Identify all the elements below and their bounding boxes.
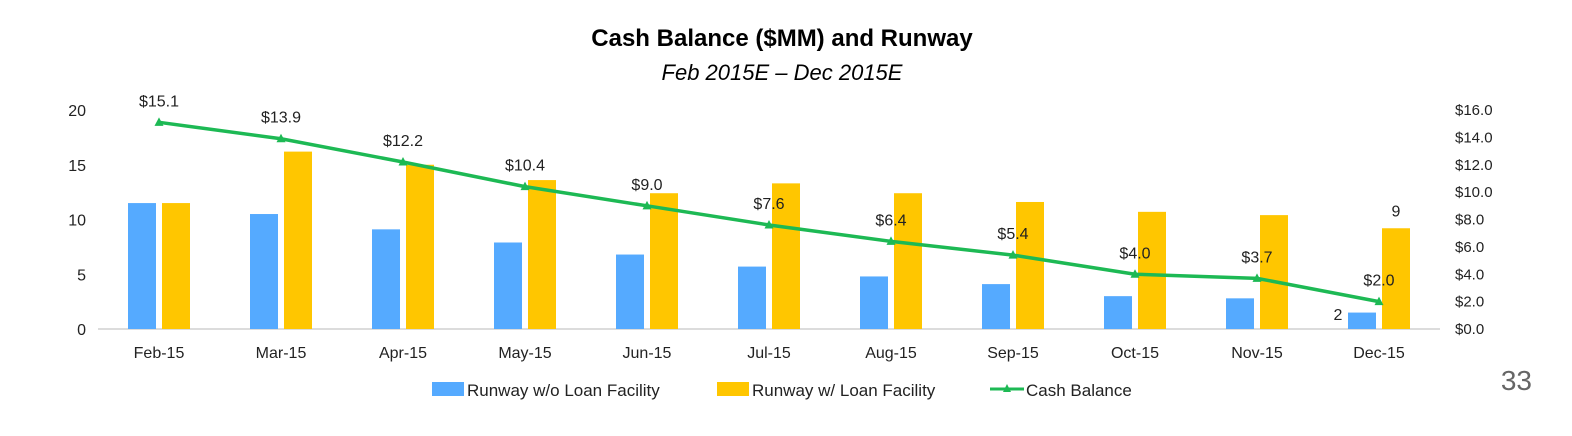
y-right-tick-label: $10.0 [1455,184,1493,201]
bar-runway-with-loan [1260,215,1288,329]
cash-balance-marker [398,157,408,166]
bar-runway-no-loan [250,214,278,329]
legend-swatch-runway-no-loan [432,382,464,396]
y-right-tick-label: $16.0 [1455,102,1493,119]
bar-runway-with-loan [406,164,434,329]
y-left-tick-label: 5 [77,267,86,284]
bar-runway-no-loan [1226,298,1254,329]
bar-data-label: 9 [1392,203,1401,220]
y-left-tick-label: 0 [77,322,86,339]
cash-balance-label: $7.6 [753,196,784,213]
cash-balance-label: $15.1 [139,93,179,110]
cash-balance-label: $4.0 [1119,245,1150,262]
x-tick-label: Jun-15 [623,345,672,362]
y-right-tick-label: $14.0 [1455,129,1493,146]
cash-balance-label: $13.9 [261,110,301,127]
cash-balance-marker [1008,250,1018,259]
y-right-tick-label: $2.0 [1455,294,1484,311]
bar-runway-no-loan [494,242,522,329]
cash-balance-marker [1374,296,1384,306]
y-right-tick-label: $12.0 [1455,157,1493,174]
y-right-tick-label: $6.0 [1455,239,1484,256]
x-tick-label: Nov-15 [1231,345,1283,362]
bar-runway-with-loan [1382,228,1410,329]
cash-balance-series: $15.1 $13.9 $12.2 $10.4 $9.0 $7.6 $6.4 $5.4 $4.0… [139,93,1395,306]
bar-runway-with-loan [894,193,922,329]
cash-balance-label: $5.4 [997,226,1028,243]
chart-subtitle: Feb 2015E – Dec 2015E [662,60,903,85]
x-tick-label: Jul-15 [747,345,791,362]
x-tick-label: Aug-15 [865,345,917,362]
cash-balance-label: $3.7 [1241,249,1272,266]
y-right-tick-label: $4.0 [1455,266,1484,283]
page-number: 33 [1501,365,1532,396]
chart-title: Cash Balance ($MM) and Runway [591,25,973,52]
x-tick-label: Dec-15 [1353,345,1405,362]
cash-balance-marker [520,181,530,191]
bar-runway-with-loan [1016,201,1044,329]
cash-balance-label: $6.4 [875,212,906,229]
cash-balance-marker [1130,269,1140,278]
bar-runway-no-loan [860,276,888,329]
y-axis-left: 0 5 10 15 20 [68,103,86,339]
cash-balance-marker [642,200,652,210]
legend-label-cash-balance: Cash Balance [1026,381,1132,400]
x-tick-label: May-15 [498,345,551,362]
bar-runway-with-loan [650,193,678,329]
cash-balance-label: $2.0 [1363,273,1394,290]
bar-runway-with-loan [162,203,190,329]
cash-balance-label: $9.0 [631,177,662,194]
bar-runway-no-loan [128,203,156,329]
x-tick-label: Apr-15 [379,345,427,362]
y-right-tick-label: $8.0 [1455,212,1484,229]
bar-runway-no-loan [616,254,644,329]
bar-runway-with-loan [1138,211,1166,329]
x-tick-label: Feb-15 [134,345,185,362]
legend-label-runway-with-loan: Runway w/ Loan Facility [752,381,936,400]
legend: Runway w/o Loan Facility Runway w/ Loan F… [432,381,1132,400]
cash-balance-marker [1252,273,1262,282]
legend-swatch-runway-with-loan [717,382,749,396]
y-axis-right: $0.0 $2.0 $4.0 $6.0 $8.0 $10.0 $12.0 $14.0 $16.0 [1455,102,1493,338]
bar-runway-with-loan [284,151,312,329]
x-tick-label: Sep-15 [987,345,1039,362]
bar-runway-no-loan [1348,312,1376,329]
cash-balance-marker [764,219,774,229]
bar-runway-no-loan [982,284,1010,329]
cash-balance-marker [154,117,164,126]
y-right-tick-label: $0.0 [1455,321,1484,338]
cash-balance-marker [276,133,286,143]
legend-label-runway-no-loan: Runway w/o Loan Facility [467,381,660,400]
bar-data-label: 2 [1334,307,1343,324]
x-tick-label: Mar-15 [256,345,307,362]
cash-balance-marker [886,236,896,245]
cash-balance-label: $10.4 [505,158,545,175]
bar-runway-no-loan [1104,296,1132,329]
y-left-tick-label: 20 [68,103,86,120]
bar-runway-no-loan [372,229,400,329]
y-left-tick-label: 10 [68,213,86,230]
x-axis: Feb-15 Mar-15 Apr-15 May-15 Jun-15 Jul-15 Aug-… [134,345,1405,362]
bar-runway-with-loan [528,180,556,329]
cash-balance-label: $12.2 [383,133,423,150]
bar-runway-no-loan [738,266,766,329]
bars: 29 [128,151,1410,329]
legend-marker-cash-balance [1003,384,1011,392]
y-left-tick-label: 15 [68,158,86,175]
bar-runway-with-loan [772,183,800,329]
x-tick-label: Oct-15 [1111,345,1159,362]
